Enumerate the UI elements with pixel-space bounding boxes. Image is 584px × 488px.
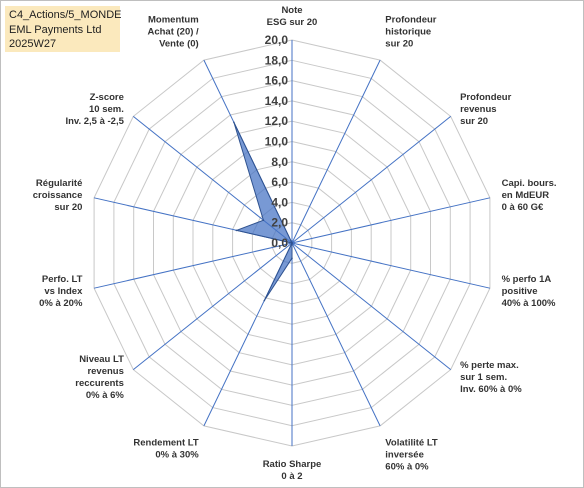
axis-spoke [291,242,381,427]
axis-label-line: Perfo. LT [42,274,83,285]
axis-label-line: Régularité [36,178,82,189]
axis-label-line: Profondeur [460,92,511,103]
axis-label: Profondeur revenus sur 20 [460,92,511,127]
axis-label-line: vs Index [44,286,83,297]
radar-axis-labels: Note ESG sur 20 Profondeur historique sur 20… [33,5,557,482]
tick-label: 12,0 [265,114,289,128]
tick-label: 10,0 [265,135,289,149]
axis-label-line: ESG sur 20 [267,17,318,28]
axis-label: Ratio Sharpe 0 à 2 [263,459,322,482]
header-line-company: EML Payments Ltd [9,23,102,36]
radar-tick-labels: 0,0 2,0 4,0 6,0 8,0 10,0 12,0 14,0 16,0 18,0 20,0 [265,33,289,250]
tick-label: 18,0 [265,53,289,67]
axis-label-line: croissance [33,190,83,201]
axis-spoke [291,242,491,289]
axis-label-line: 0% à 20% [39,298,83,309]
axis-label-line: Momentum [148,14,199,25]
axis-spoke [291,116,452,244]
axis-label-line: Niveau LT [79,354,124,365]
axis-label-line: % perte max. [460,360,519,371]
axis-label: Niveau LT revenus reccurents 0% à 6% [75,354,124,401]
axis-label-line: 0 à 2 [281,471,302,482]
axis-label-line: positive [502,286,538,297]
axis-label-line: Profondeur [385,14,436,25]
axis-label-line: sur 20 [460,116,488,127]
tick-label: 0,0 [271,236,288,250]
axis-label: Volatilité LT inversée 60% à 0% [385,438,438,473]
axis-label: % perte max. sur 1 sem. Inv. 60% à 0% [460,360,522,395]
axis-label-line: 0 à 60 G€ [502,202,544,213]
axis-label: % perfo 1A positive 40% à 100% [502,274,556,309]
axis-label-line: Note [281,5,302,16]
axis-label-line: revenus [460,104,496,115]
axis-label-line: sur 20 [54,202,82,213]
axis-label-line: Vente (0) [159,38,199,49]
series-point [291,257,293,260]
axis-spoke [132,242,293,370]
header-box: C4_Actions/5_MONDE EML Payments Ltd 2025… [5,6,122,52]
axis-label: Rendement LT 0% à 30% [133,438,199,461]
axis-spoke [93,242,293,289]
axis-label-line: inversée [385,450,424,461]
axis-spoke [291,59,381,244]
axis-spoke [291,197,491,244]
tick-label: 2,0 [271,216,288,230]
series-point [235,229,238,232]
axis-label-line: 60% à 0% [385,462,429,473]
header-line-week: 2025W27 [9,38,57,50]
axis-label: Z-score 10 sem. Inv. 2,5 à -2,5 [65,92,124,127]
axis-label: Profondeur historique sur 20 [385,14,436,49]
axis-label-line: sur 20 [385,38,413,49]
series-point [291,242,293,244]
axis-label-line: revenus [87,366,123,377]
axis-label-line: Volatilité LT [385,438,438,449]
axis-label-line: Achat (20) / [147,26,199,37]
axis-label-line: 0% à 6% [86,390,125,401]
axis-label-line: 40% à 100% [502,298,556,309]
axis-label: Note ESG sur 20 [267,5,318,28]
tick-label: 16,0 [265,74,289,88]
axis-label-line: sur 1 sem. [460,372,507,383]
axis-label: Régularité croissance sur 20 [33,178,83,213]
axis-label-line: Rendement LT [133,438,198,449]
axis-label-line: Ratio Sharpe [263,459,322,470]
axis-label-line: % perfo 1A [502,274,552,285]
axis-label: Perfo. LT vs Index 0% à 20% [39,274,83,309]
series-area [233,122,293,301]
axis-label-line: en MdEUR [502,190,550,201]
axis-label-line: Inv. 2,5 à -2,5 [65,116,124,127]
axis-label-line: Inv. 60% à 0% [460,384,522,395]
axis-spoke [291,242,452,370]
series-point [233,121,235,124]
tick-label: 4,0 [271,195,288,209]
tick-label: 6,0 [271,175,288,189]
axis-label: Capi. bours. en MdEUR 0 à 60 G€ [502,178,557,213]
header-line-category: C4_Actions/5_MONDE [9,9,122,21]
axis-label-line: Capi. bours. [502,178,557,189]
axis-label-line: 10 sem. [89,104,124,115]
radar-series-layer [233,121,293,302]
axis-label-line: Z-score [90,92,124,103]
axis-label-line: reccurents [75,378,124,389]
series-point [263,299,266,302]
tick-label: 8,0 [271,155,288,169]
tick-label: 20,0 [265,33,289,47]
series-point [262,219,265,221]
axis-label-line: 0% à 30% [155,450,199,461]
axis-label-line: historique [385,26,431,37]
tick-label: 14,0 [265,94,289,108]
axis-label: Momentum Achat (20) / Vente (0) [147,14,199,49]
